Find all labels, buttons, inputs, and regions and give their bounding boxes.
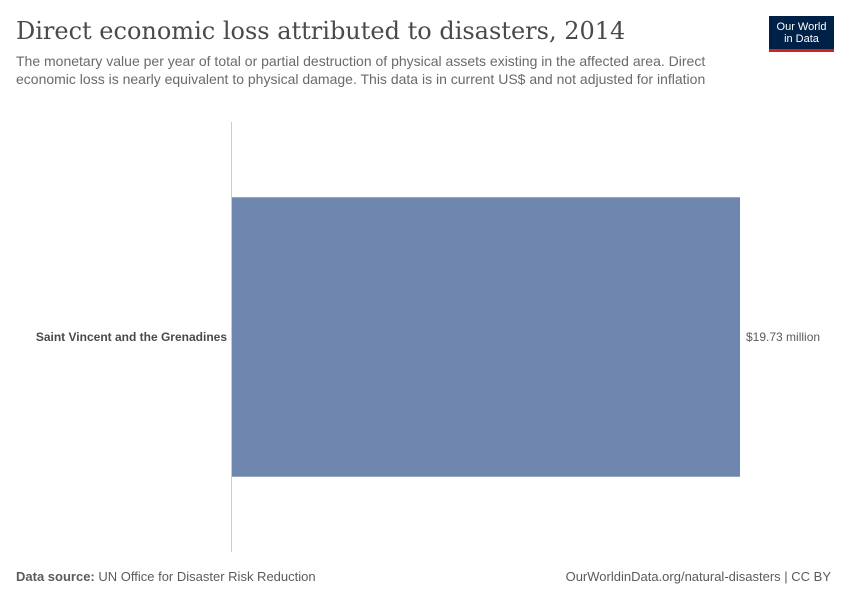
chart-subtitle: The monetary value per year of total or … bbox=[16, 53, 706, 87]
data-source-label: Data source: bbox=[16, 569, 95, 584]
data-source-text: UN Office for Disaster Risk Reduction bbox=[98, 569, 316, 584]
category-label: Saint Vincent and the Grenadines bbox=[36, 330, 227, 344]
owid-logo[interactable]: Our World in Data bbox=[769, 16, 834, 52]
value-label: $19.73 million bbox=[746, 330, 820, 344]
source-url-license[interactable]: OurWorldinData.org/natural-disasters | C… bbox=[565, 569, 831, 584]
data-source: Data source: UN Office for Disaster Risk… bbox=[16, 569, 316, 584]
bar bbox=[232, 197, 740, 477]
logo-line-2: in Data bbox=[784, 32, 819, 45]
logo-line-1: Our World bbox=[776, 20, 827, 33]
chart-title: Direct economic loss attributed to disas… bbox=[16, 17, 626, 45]
